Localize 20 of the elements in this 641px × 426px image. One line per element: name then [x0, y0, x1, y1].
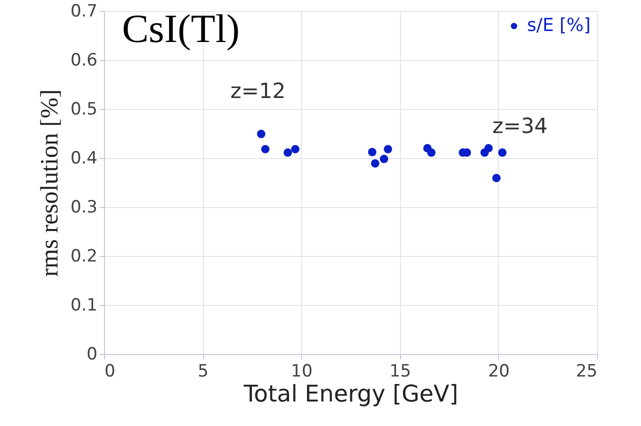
x-tick-label: 5 [198, 362, 209, 382]
legend-label: s/E [%] [527, 15, 591, 36]
x-tick-label: 10 [290, 362, 313, 382]
y-tick-label: 0 [86, 344, 98, 364]
annotation: z=34 [492, 114, 548, 138]
y-tick-label: 0.5 [70, 100, 98, 120]
y-axis-title: rms resolution [%] [36, 89, 64, 277]
x-tick-label: 0 [104, 362, 116, 382]
x-axis-title: Total Energy [GeV] [242, 382, 458, 408]
chart-title: CsI(Tl) [122, 6, 240, 51]
y-tick-label: 0.3 [70, 198, 98, 218]
x-tick-label: 15 [389, 362, 412, 382]
y-tick-label: 0.2 [70, 246, 98, 266]
y-tick-label: 0.1 [70, 296, 98, 316]
y-tick-label: 0.6 [70, 50, 98, 70]
y-tick-label: 0.7 [70, 2, 98, 22]
annotation: z=12 [230, 79, 286, 103]
x-tick-label: 25 [576, 362, 598, 382]
y-tick-label: 0.4 [70, 148, 98, 168]
x-tick-label: 20 [488, 362, 510, 382]
